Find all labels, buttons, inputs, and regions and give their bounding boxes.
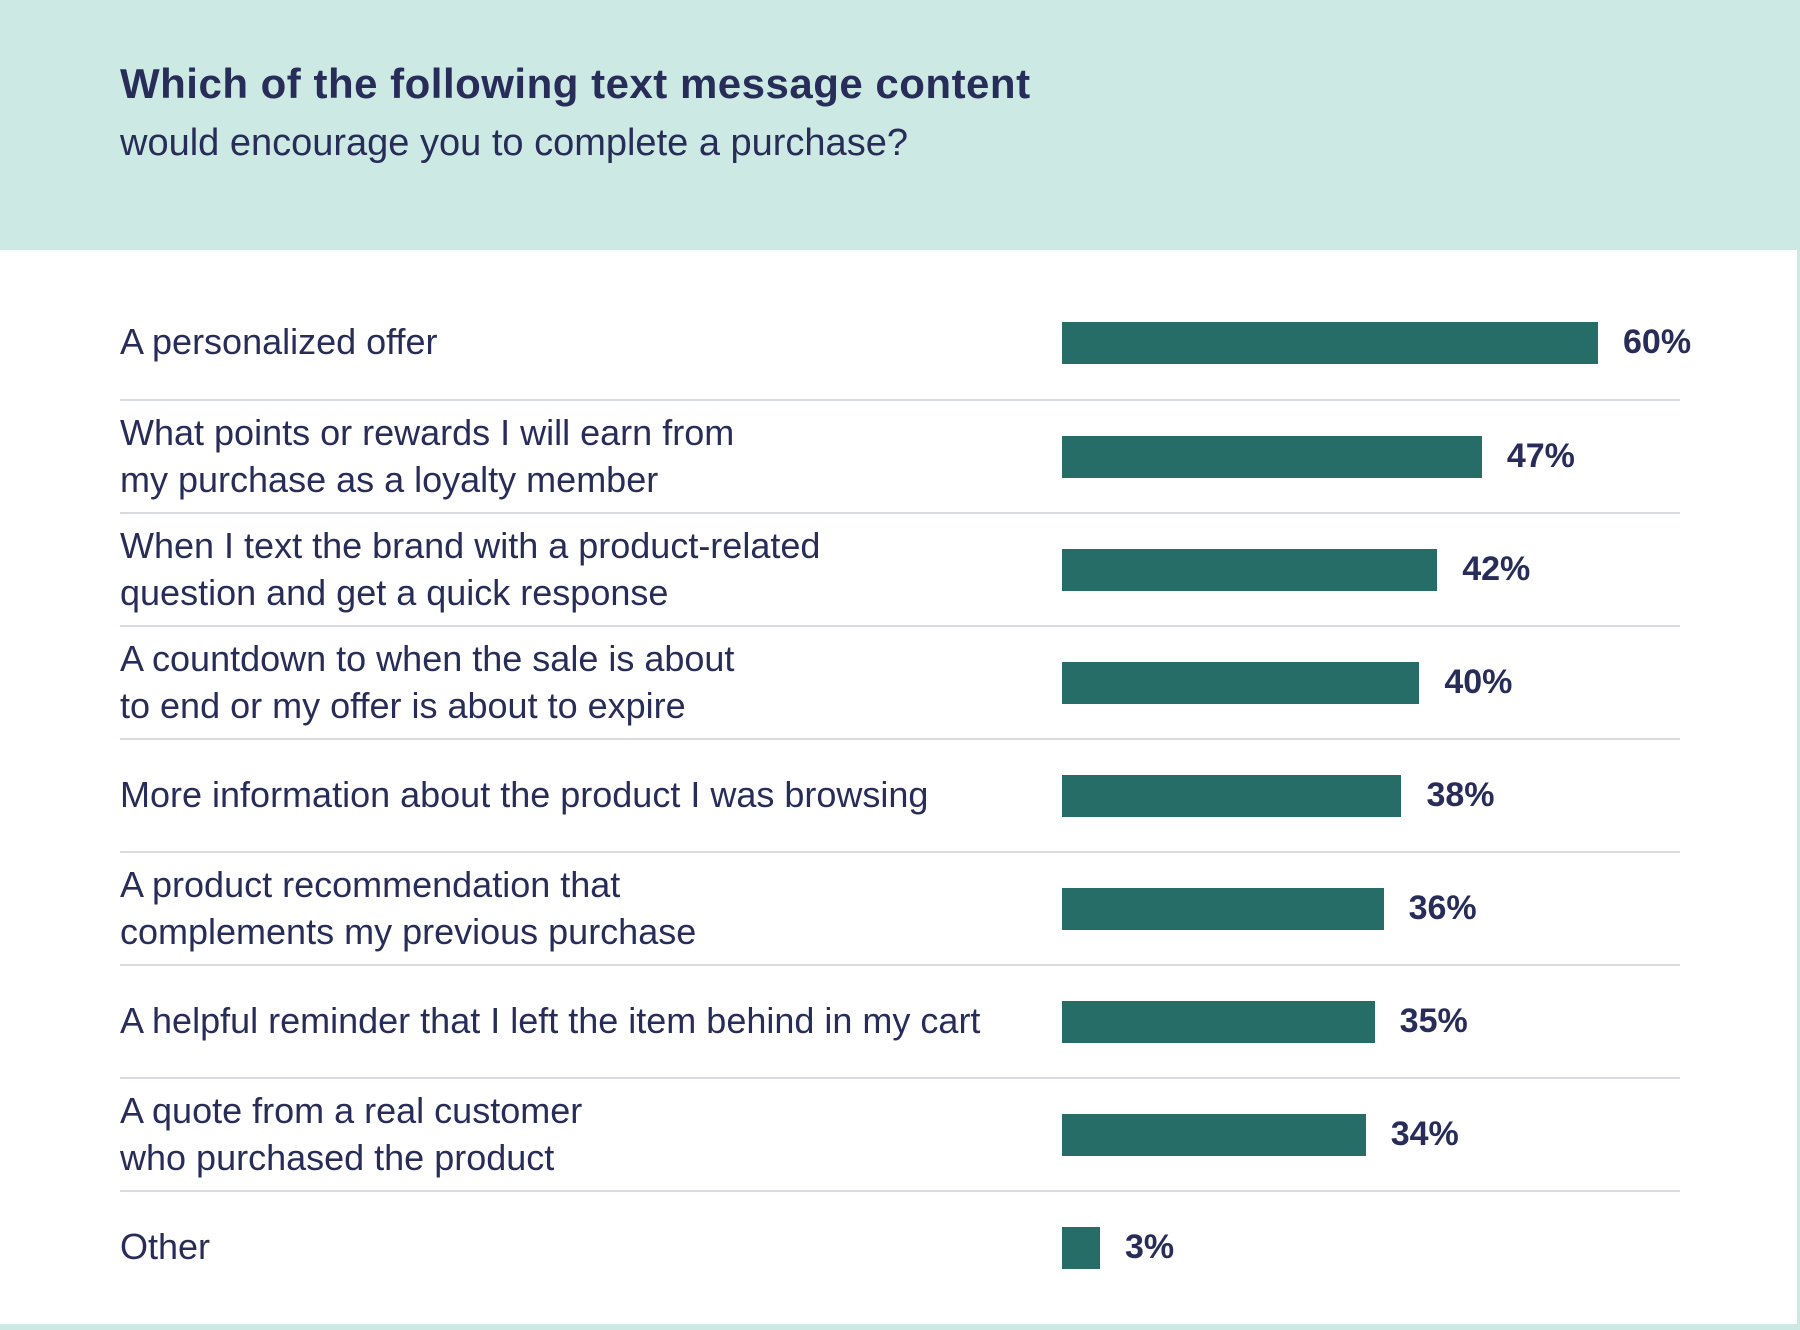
category-label: A helpful reminder that I left the item … (120, 1000, 981, 1042)
bar-track: 34% (1062, 1079, 1680, 1190)
category-label: What points or rewards I will earn from … (120, 411, 735, 500)
bar-chart: A personalized offer 60% What points or re… (0, 250, 1797, 1303)
bar (1062, 774, 1402, 817)
value-label: 42% (1462, 550, 1531, 588)
chart-row: A product recommendation that complement… (120, 851, 1680, 964)
chart-row: A helpful reminder that I left the item … (120, 964, 1680, 1077)
chart-body: A personalized offer 60% What points or re… (0, 250, 1797, 1324)
category-label: A product recommendation that complement… (120, 863, 697, 952)
value-label: 60% (1623, 323, 1692, 361)
bar (1062, 321, 1598, 364)
bar (1062, 1226, 1100, 1269)
value-label: 47% (1506, 437, 1575, 475)
bar (1062, 887, 1384, 930)
bar-track: 38% (1062, 740, 1680, 851)
value-label: 38% (1426, 776, 1495, 814)
value-label: 36% (1408, 889, 1477, 927)
bar-track: 47% (1062, 401, 1680, 512)
chart-row: What points or rewards I will earn from … (120, 399, 1680, 512)
bar (1062, 548, 1438, 591)
chart-row: Other 3% (120, 1190, 1680, 1303)
chart-row: A personalized offer 60% (120, 286, 1691, 399)
bar (1062, 1000, 1375, 1043)
bar-track: 40% (1062, 627, 1680, 738)
value-label: 35% (1399, 1002, 1468, 1040)
value-label: 40% (1444, 663, 1513, 701)
chart-title: Which of the following text message cont… (120, 60, 1031, 107)
category-label: When I text the brand with a product-rel… (120, 524, 821, 613)
bar-track: 35% (1062, 966, 1680, 1077)
value-label: 34% (1390, 1115, 1459, 1153)
category-label: More information about the product I was… (120, 774, 929, 816)
chart-subtitle: would encourage you to complete a purcha… (120, 122, 908, 164)
bar-track: 42% (1062, 514, 1680, 625)
category-label: Other (120, 1226, 211, 1268)
bar-track: 3% (1062, 1192, 1680, 1303)
category-label: A countdown to when the sale is about to… (120, 637, 735, 726)
chart-row: A quote from a real customer who purchas… (120, 1077, 1680, 1190)
chart-header: Which of the following text message cont… (0, 0, 1800, 250)
bar (1062, 661, 1420, 704)
category-label: A personalized offer (120, 321, 438, 363)
chart-row: More information about the product I was… (120, 738, 1680, 851)
bar-track: 36% (1062, 853, 1680, 964)
bar (1062, 435, 1482, 478)
chart-row: A countdown to when the sale is about to… (120, 625, 1680, 738)
bar-track: 60% (1062, 286, 1691, 399)
value-label: 3% (1125, 1228, 1175, 1266)
bar (1062, 1113, 1366, 1156)
chart-row: When I text the brand with a product-rel… (120, 512, 1680, 625)
category-label: A quote from a real customer who purchas… (120, 1089, 583, 1178)
